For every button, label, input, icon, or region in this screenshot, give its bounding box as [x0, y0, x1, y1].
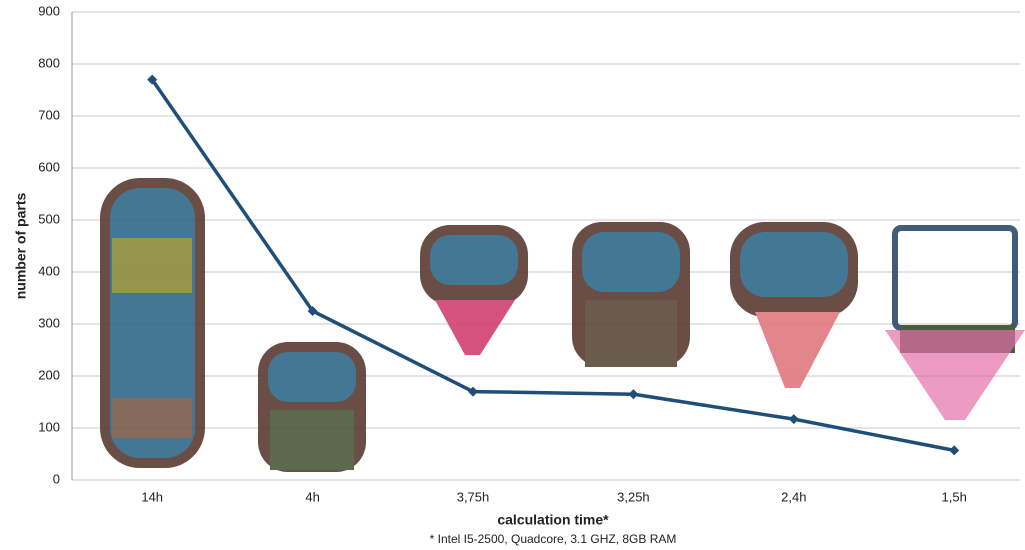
- y-tick-label: 800: [38, 55, 60, 70]
- y-tick-label: 400: [38, 263, 60, 278]
- x-tick-label: 1,5h: [942, 489, 967, 504]
- y-tick-label: 600: [38, 159, 60, 174]
- x-axis-label: calculation time*: [497, 512, 609, 528]
- car-image: [268, 352, 356, 402]
- y-tick-label: 0: [53, 471, 60, 486]
- y-tick-label: 900: [38, 3, 60, 18]
- car-image: [740, 232, 848, 297]
- x-tick-label: 3,25h: [617, 489, 650, 504]
- x-tick-label: 3,75h: [457, 489, 490, 504]
- car-image: [895, 228, 1015, 328]
- car-image: [585, 300, 677, 367]
- x-tick-label: 14h: [141, 489, 163, 504]
- marker: [628, 389, 638, 399]
- footnote: * Intel I5-2500, Quadcore, 3.1 GHZ, 8GB …: [430, 532, 677, 546]
- x-tick-label: 4h: [305, 489, 319, 504]
- car-image: [755, 312, 840, 388]
- y-tick-label: 700: [38, 107, 60, 122]
- marker: [789, 414, 799, 424]
- chart: number of parts calculation time* * Inte…: [0, 0, 1025, 550]
- x-tick-label: 2,4h: [781, 489, 806, 504]
- car-image: [430, 235, 518, 285]
- y-tick-label: 200: [38, 367, 60, 382]
- y-tick-label: 300: [38, 315, 60, 330]
- car-image: [112, 238, 192, 293]
- y-axis-label: number of parts: [13, 193, 29, 300]
- marker: [949, 445, 959, 455]
- car-image: [112, 398, 192, 438]
- y-tick-label: 500: [38, 211, 60, 226]
- car-image: [885, 330, 1025, 420]
- car-image: [270, 410, 354, 470]
- car-image: [582, 232, 680, 292]
- car-image: [435, 300, 515, 355]
- y-tick-label: 100: [38, 419, 60, 434]
